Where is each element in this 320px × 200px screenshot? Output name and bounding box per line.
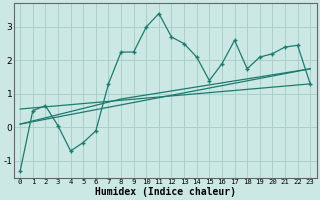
X-axis label: Humidex (Indice chaleur): Humidex (Indice chaleur) xyxy=(95,186,236,197)
